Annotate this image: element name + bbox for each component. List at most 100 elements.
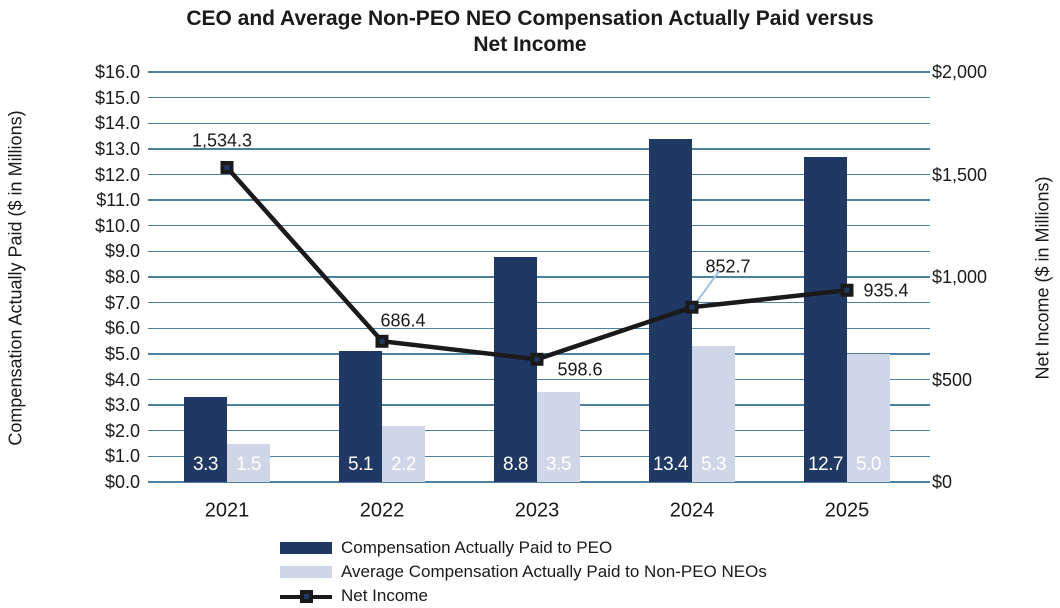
right-axis-tick [922, 430, 930, 432]
left-axis-tick-label: $3.0 [104, 395, 140, 416]
peo-bar-swatch-icon [280, 542, 332, 554]
left-axis-tick-label: $13.0 [94, 138, 140, 159]
peo-bar-value-label: 12.7 [808, 454, 843, 475]
chart-title-line-1: CEO and Average Non-PEO NEO Compensation… [186, 7, 874, 30]
right-axis-tick [922, 353, 930, 355]
left-axis-tick-label: $10.0 [94, 215, 140, 236]
left-axis-tick-label: $14.0 [94, 113, 140, 134]
right-axis-tick [922, 276, 930, 278]
left-axis-tick-label: $7.0 [104, 292, 140, 313]
right-axis-tick [922, 404, 930, 406]
x-axis-year-label: 2021 [204, 499, 250, 522]
right-axis-tick-label: $1,000 [932, 267, 988, 287]
left-axis-tick-label: $0.0 [104, 472, 140, 492]
neo-bar [847, 353, 890, 482]
legend-item-neo: Average Compensation Actually Paid to No… [280, 560, 767, 584]
plot-area: 3.3 5.1 8.8 13.4 12.7 1.5 2.2 3.5 5.3 5.0 [148, 71, 930, 483]
gridline [148, 225, 922, 227]
net-income-line-layer [220, 160, 854, 366]
peo-bar-value-label: 5.1 [348, 454, 373, 475]
left-axis-tick-label: $8.0 [104, 267, 140, 287]
neo-bar-value-label: 5.0 [856, 454, 881, 475]
right-axis-tick [922, 327, 930, 329]
net-income-marker-center [379, 338, 385, 344]
left-axis-tick-label: $1.0 [104, 446, 140, 467]
peo-bar-value-label: 8.8 [503, 454, 528, 475]
peo-bar [184, 397, 227, 482]
neo-bar [227, 443, 270, 482]
peo-bar [494, 256, 537, 482]
net-income-value-label: 686.4 [380, 310, 426, 331]
net-income-marker-center [224, 164, 230, 170]
right-axis-tick [922, 173, 930, 176]
x-axis-year-label: 2023 [514, 499, 560, 522]
right-axis-tick [922, 96, 930, 99]
legend-item-peo: Compensation Actually Paid to PEO [280, 536, 767, 560]
peo-bar [339, 351, 382, 482]
right-axis-tick [922, 301, 930, 304]
x-axis-year-label: 2024 [669, 499, 715, 522]
neo-bar [537, 392, 580, 482]
legend-item-net-income: Net Income [280, 584, 767, 608]
neo-bar-value-label: 2.2 [391, 454, 416, 475]
peo-bar-value-label: 3.3 [193, 454, 218, 475]
net-income-value-label: 935.4 [863, 280, 909, 301]
chart-title: CEO and Average Non-PEO NEO Compensation… [0, 6, 1060, 58]
peo-bar-value-label: 13.4 [653, 454, 688, 475]
gridline [148, 250, 922, 253]
gridline [148, 199, 922, 201]
leader-line [694, 270, 720, 305]
left-axis-tick-label: $2.0 [104, 420, 140, 441]
left-axis-tick-label: $5.0 [104, 343, 140, 364]
left-axis-tick-label: $15.0 [94, 87, 140, 108]
left-axis-tick-label: $9.0 [104, 241, 140, 262]
gridline [148, 173, 922, 176]
left-axis-title: Compensation Actually Paid ($ in Million… [5, 110, 26, 446]
left-axis-tick-label: $4.0 [104, 369, 140, 390]
neo-bar-value-label: 1.5 [236, 454, 261, 475]
right-axis-tick [922, 225, 930, 227]
left-axis-tick-label: $12.0 [94, 164, 140, 185]
gridline [148, 96, 922, 99]
right-axis-tick-label: $500 [932, 369, 973, 390]
left-axis-tick-label: $11.0 [96, 190, 140, 211]
legend: Compensation Actually Paid to PEO Averag… [280, 536, 767, 608]
x-axis-year-label: 2022 [359, 499, 405, 522]
right-axis-tick [922, 455, 930, 458]
right-axis-tick [922, 481, 930, 483]
net-income-value-label: 852.7 [705, 256, 751, 277]
right-axis-tick [922, 378, 930, 381]
right-axis-tick [922, 148, 930, 150]
neo-bar-value-label: 5.3 [701, 454, 726, 475]
right-axis-tick-label: $0 [932, 472, 953, 492]
left-axis-tick-label: $16.0 [94, 62, 140, 82]
right-axis-tick [922, 71, 930, 73]
chart-title-line-2: Net Income [473, 33, 587, 56]
legend-label-neo: Average Compensation Actually Paid to No… [341, 562, 767, 581]
neo-bar [692, 346, 735, 482]
right-axis-tick [922, 250, 930, 253]
net-income-marker-center [844, 287, 850, 293]
legend-label-peo: Compensation Actually Paid to PEO [341, 538, 613, 557]
left-axis-tick-label: $6.0 [104, 318, 140, 339]
net-income-line-swatch-icon [280, 589, 332, 603]
neo-bar [382, 425, 425, 482]
gridline [148, 148, 922, 150]
right-axis-tick-label: $2,000 [932, 62, 988, 82]
net-income-line [225, 165, 848, 362]
peo-bar [804, 156, 847, 482]
net-income-value-label: 598.6 [557, 359, 603, 380]
net-income-marker-center [689, 304, 695, 310]
neo-bar-value-label: 3.5 [546, 454, 571, 475]
right-axis-tick [922, 199, 930, 201]
legend-label-net-income: Net Income [341, 586, 428, 605]
net-income-value-label: 1,534.3 [191, 130, 253, 151]
right-axis-tick-label: $1,500 [932, 164, 988, 185]
neo-bar-swatch-icon [280, 566, 332, 578]
net-income-marker-center [534, 356, 540, 362]
gridline [148, 122, 922, 124]
x-axis-year-label: 2025 [824, 499, 870, 522]
gridline [148, 71, 922, 73]
right-axis-tick [922, 122, 930, 124]
